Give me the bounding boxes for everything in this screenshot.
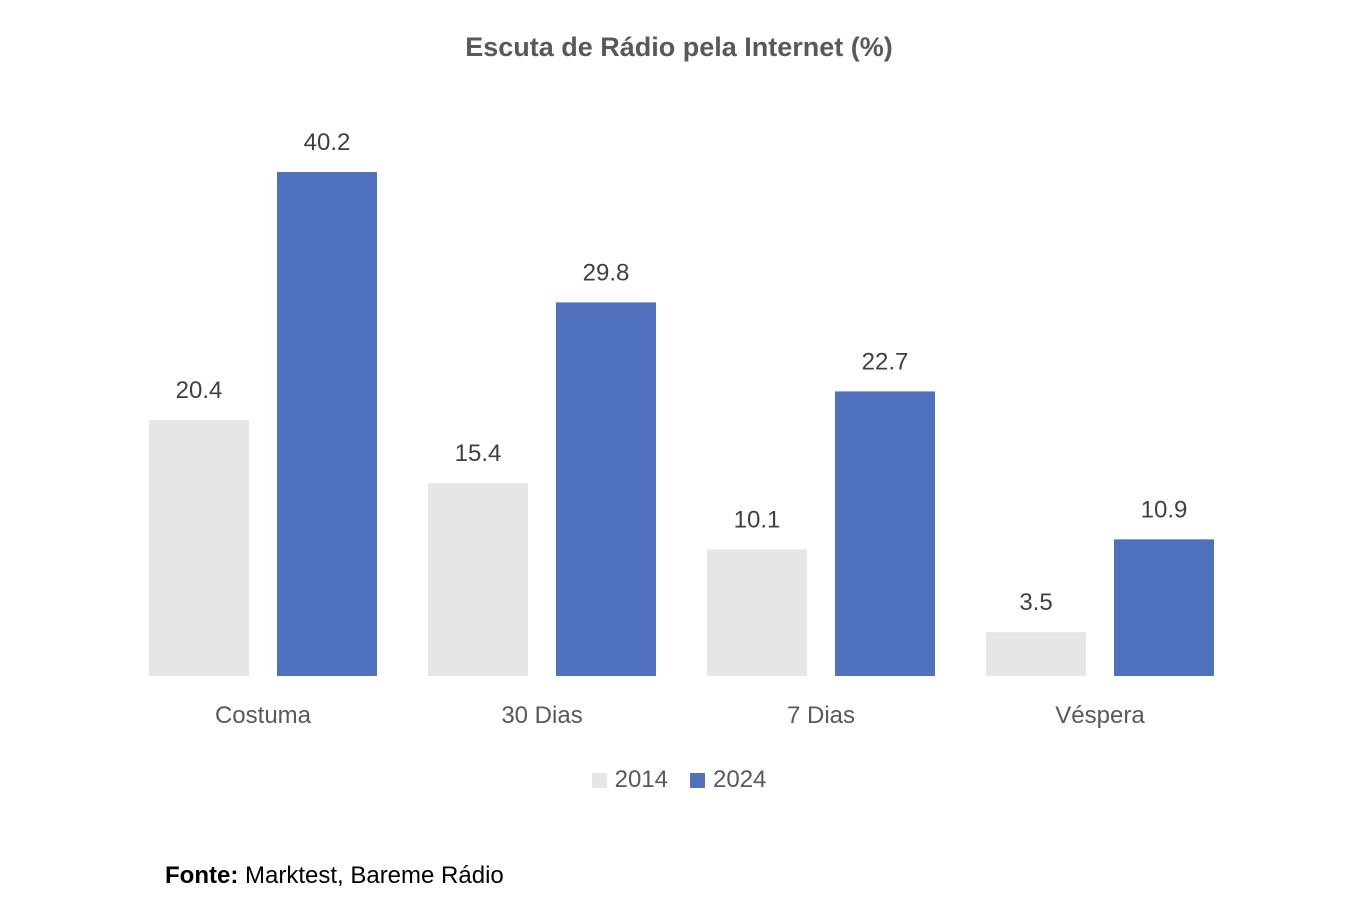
bar-2024-0 — [277, 172, 377, 676]
bar-2014-3 — [986, 632, 1086, 676]
legend-swatch — [690, 772, 705, 788]
data-label: 20.4 — [176, 377, 223, 404]
bar-2024-1 — [556, 302, 656, 676]
data-label: 10.1 — [734, 506, 781, 533]
source-note: Fonte: Marktest, Bareme Rádio — [165, 862, 504, 890]
data-label: 22.7 — [862, 348, 909, 375]
legend-label: 2014 — [614, 766, 668, 793]
data-label: 15.4 — [455, 440, 502, 467]
bar-2014-2 — [707, 549, 807, 676]
source-label: Fonte: — [165, 862, 239, 889]
legend: 2014 2024 — [0, 766, 1358, 794]
category-label: 7 Dias — [787, 702, 855, 729]
legend-label: 2024 — [713, 766, 767, 793]
chart-title: Escuta de Rádio pela Internet (%) — [465, 32, 893, 62]
legend-item-2014: 2014 — [591, 766, 668, 794]
bar-2014-0 — [149, 420, 249, 676]
bar-2024-3 — [1114, 539, 1214, 676]
bar-2014-1 — [428, 482, 528, 676]
category-label: 30 Dias — [501, 702, 582, 729]
category-label: Costuma — [215, 702, 312, 729]
bar-2024-2 — [835, 391, 935, 676]
source-text: Marktest, Bareme Rádio — [238, 862, 504, 889]
legend-item-2024: 2024 — [690, 766, 766, 794]
data-label: 10.9 — [1141, 496, 1188, 523]
data-label: 29.8 — [583, 259, 630, 286]
data-label: 40.2 — [304, 129, 351, 156]
data-label: 3.5 — [1019, 589, 1052, 616]
legend-swatch — [591, 772, 607, 788]
category-label: Véspera — [1055, 702, 1145, 729]
